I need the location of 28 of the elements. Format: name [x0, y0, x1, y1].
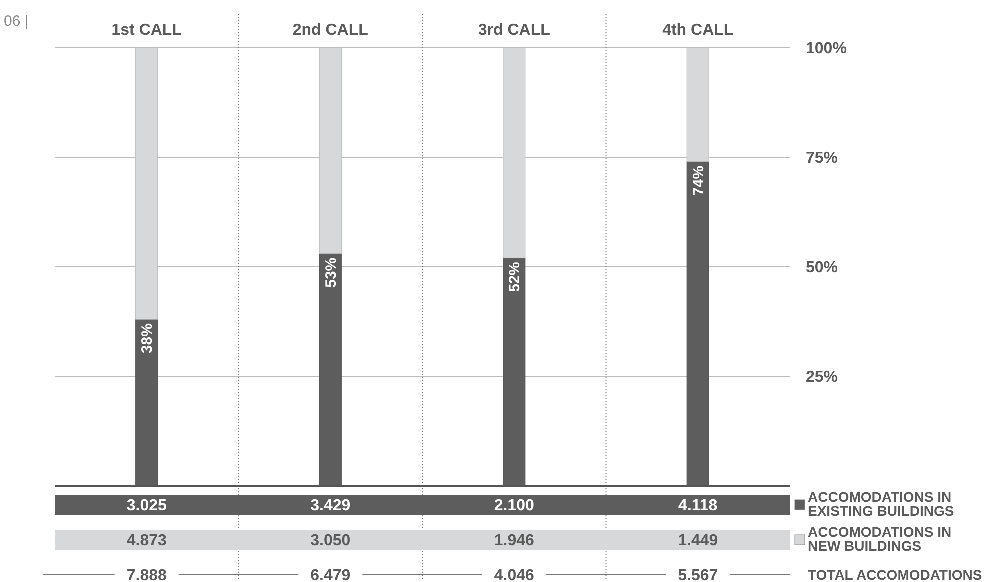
- data-label: 38%: [139, 324, 156, 354]
- text: 3.050: [310, 532, 351, 550]
- y-tick-label: 25%: [806, 369, 838, 386]
- y-tick-label: 50%: [806, 260, 838, 277]
- text: 06 |: [4, 13, 29, 30]
- text: 6.479: [310, 568, 351, 582]
- text: 1.946: [494, 532, 534, 550]
- text: TOTAL ACCOMODATIONS: [808, 566, 982, 582]
- y-tick-label: 75%: [806, 150, 838, 168]
- data-label: 53%: [322, 258, 340, 288]
- text: 4.873: [126, 532, 167, 550]
- y-tick-label: 100%: [806, 40, 847, 58]
- x-tick-label: 4th CALL: [662, 22, 734, 39]
- text: 3.429: [310, 498, 351, 515]
- x-tick-label: 1st CALL: [112, 22, 182, 39]
- text: 5.567: [678, 568, 718, 582]
- text: 2.100: [494, 498, 534, 515]
- legend-label: ACCOMODATIONS IN EXISTING BUILDINGS: [808, 488, 954, 519]
- x-tick-label: 3rd CALL: [478, 22, 551, 39]
- data-label: 52%: [506, 262, 524, 292]
- legend-label: ACCOMODATIONS IN NEW BUILDINGS: [808, 524, 952, 554]
- x-tick-label: 2nd CALL: [292, 22, 369, 39]
- text: 4.046: [494, 568, 534, 582]
- text: 4.118: [678, 498, 718, 515]
- text: 1.449: [678, 532, 718, 550]
- text: 3.025: [126, 498, 167, 515]
- data-label: 74%: [690, 166, 708, 196]
- text: 7.888: [126, 568, 167, 582]
